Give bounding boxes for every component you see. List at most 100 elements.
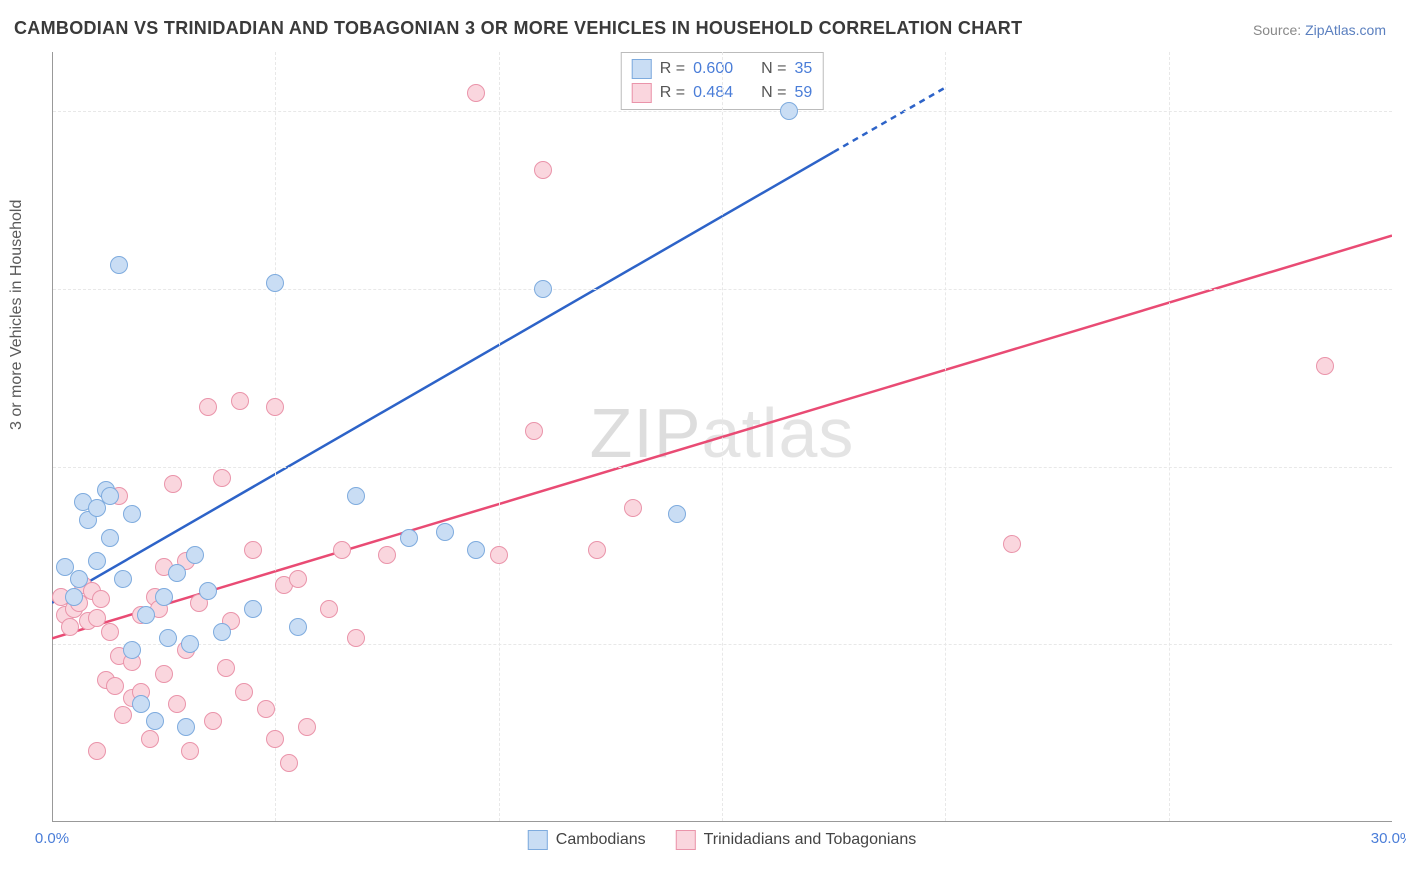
data-point-cambodians — [266, 274, 284, 292]
data-point-trinidadians — [204, 712, 222, 730]
data-point-cambodians — [400, 529, 418, 547]
data-point-cambodians — [101, 529, 119, 547]
y-tick-label: 60.0% — [1397, 103, 1406, 120]
x-tick-label: 0.0% — [35, 830, 69, 847]
data-point-trinidadians — [624, 499, 642, 517]
x-tick-label: 30.0% — [1371, 830, 1406, 847]
data-point-trinidadians — [217, 659, 235, 677]
data-point-cambodians — [177, 718, 195, 736]
r-label: R = — [660, 60, 685, 78]
data-point-trinidadians — [141, 730, 159, 748]
data-point-trinidadians — [213, 469, 231, 487]
data-point-trinidadians — [525, 422, 543, 440]
gridline-v — [275, 52, 276, 821]
data-point-trinidadians — [155, 665, 173, 683]
data-point-cambodians — [155, 588, 173, 606]
data-point-cambodians — [213, 623, 231, 641]
data-point-cambodians — [244, 600, 262, 618]
data-point-cambodians — [137, 606, 155, 624]
r-value: 0.484 — [693, 84, 733, 102]
watermark-thin: atlas — [702, 394, 855, 472]
y-tick-label: 30.0% — [1397, 458, 1406, 475]
gridline-v — [722, 52, 723, 821]
legend-item-trinidadians: Trinidadians and Tobagonians — [676, 830, 917, 850]
data-point-cambodians — [289, 618, 307, 636]
data-point-cambodians — [168, 564, 186, 582]
watermark-bold: ZIP — [590, 394, 702, 472]
data-point-cambodians — [668, 505, 686, 523]
data-point-cambodians — [123, 505, 141, 523]
data-point-trinidadians — [298, 718, 316, 736]
swatch-cambodians — [528, 830, 548, 850]
data-point-trinidadians — [1003, 535, 1021, 553]
data-point-cambodians — [110, 256, 128, 274]
data-point-trinidadians — [289, 570, 307, 588]
data-point-trinidadians — [280, 754, 298, 772]
data-point-trinidadians — [106, 677, 124, 695]
data-point-cambodians — [181, 635, 199, 653]
y-axis — [52, 52, 53, 822]
x-axis — [52, 821, 1392, 822]
data-point-cambodians — [186, 546, 204, 564]
data-point-trinidadians — [244, 541, 262, 559]
data-point-trinidadians — [235, 683, 253, 701]
swatch-cambodians — [632, 59, 652, 79]
data-point-cambodians — [467, 541, 485, 559]
n-value: 59 — [794, 84, 812, 102]
data-point-trinidadians — [164, 475, 182, 493]
data-point-trinidadians — [320, 600, 338, 618]
y-axis-label: 3 or more Vehicles in Household — [8, 200, 26, 430]
data-point-trinidadians — [378, 546, 396, 564]
data-point-cambodians — [347, 487, 365, 505]
n-label: N = — [761, 60, 786, 78]
data-point-cambodians — [534, 280, 552, 298]
gridline-v — [499, 52, 500, 821]
data-point-trinidadians — [467, 84, 485, 102]
data-point-cambodians — [123, 641, 141, 659]
data-point-cambodians — [70, 570, 88, 588]
plot-area: ZIPatlas R = 0.600 N = 35 R = 0.484 N = … — [52, 52, 1392, 822]
source-link[interactable]: ZipAtlas.com — [1305, 22, 1386, 38]
data-point-trinidadians — [257, 700, 275, 718]
data-point-trinidadians — [266, 730, 284, 748]
data-point-trinidadians — [92, 590, 110, 608]
data-point-cambodians — [159, 629, 177, 647]
y-tick-label: 15.0% — [1397, 636, 1406, 653]
data-point-trinidadians — [88, 609, 106, 627]
legend-label: Cambodians — [556, 831, 646, 849]
r-label: R = — [660, 84, 685, 102]
data-point-trinidadians — [168, 695, 186, 713]
data-point-trinidadians — [88, 742, 106, 760]
data-point-trinidadians — [588, 541, 606, 559]
data-point-trinidadians — [490, 546, 508, 564]
legend-item-cambodians: Cambodians — [528, 830, 646, 850]
n-label: N = — [761, 84, 786, 102]
data-point-trinidadians — [231, 392, 249, 410]
data-point-trinidadians — [181, 742, 199, 760]
data-point-cambodians — [88, 552, 106, 570]
r-value: 0.600 — [693, 60, 733, 78]
data-point-trinidadians — [333, 541, 351, 559]
data-point-cambodians — [199, 582, 217, 600]
data-point-cambodians — [132, 695, 150, 713]
legend-label: Trinidadians and Tobagonians — [704, 831, 917, 849]
data-point-cambodians — [114, 570, 132, 588]
data-point-trinidadians — [347, 629, 365, 647]
gridline-v — [1169, 52, 1170, 821]
swatch-trinidadians — [676, 830, 696, 850]
data-point-trinidadians — [266, 398, 284, 416]
swatch-trinidadians — [632, 83, 652, 103]
data-point-cambodians — [436, 523, 454, 541]
data-point-trinidadians — [61, 618, 79, 636]
source-prefix: Source: — [1253, 22, 1301, 38]
n-value: 35 — [794, 60, 812, 78]
data-point-trinidadians — [534, 161, 552, 179]
data-point-trinidadians — [199, 398, 217, 416]
data-point-trinidadians — [1316, 357, 1334, 375]
data-point-cambodians — [65, 588, 83, 606]
data-point-trinidadians — [101, 623, 119, 641]
trend-line — [834, 88, 946, 152]
data-point-cambodians — [146, 712, 164, 730]
data-point-cambodians — [780, 102, 798, 120]
data-point-trinidadians — [114, 706, 132, 724]
